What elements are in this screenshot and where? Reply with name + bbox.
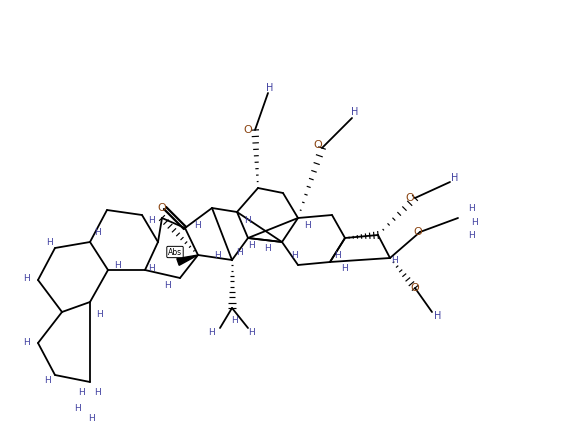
Text: H: H	[23, 274, 30, 283]
Text: H: H	[305, 221, 311, 230]
Text: H: H	[231, 316, 238, 324]
Text: H: H	[249, 240, 256, 250]
Text: H: H	[245, 215, 252, 224]
Text: H: H	[265, 243, 272, 252]
Text: H: H	[342, 263, 348, 272]
Text: H: H	[46, 238, 53, 247]
Text: H: H	[469, 231, 476, 239]
Text: H: H	[148, 215, 155, 224]
Polygon shape	[177, 255, 198, 265]
Text: H: H	[97, 310, 103, 319]
Text: H: H	[95, 227, 101, 236]
Text: H: H	[89, 413, 95, 422]
Text: H: H	[95, 388, 101, 396]
Text: H: H	[74, 404, 81, 413]
Text: H: H	[351, 107, 359, 117]
Text: H: H	[472, 218, 478, 227]
Text: H: H	[79, 388, 85, 396]
Text: H: H	[266, 83, 274, 93]
Text: H: H	[115, 260, 121, 270]
Text: O: O	[411, 283, 419, 293]
Text: H: H	[148, 263, 155, 272]
Text: O: O	[414, 227, 422, 237]
Text: O: O	[158, 203, 166, 213]
Text: H: H	[335, 251, 342, 259]
Text: O: O	[244, 125, 252, 135]
Text: H: H	[237, 247, 244, 256]
Text: H: H	[195, 221, 201, 230]
Text: H: H	[434, 311, 442, 321]
Text: O: O	[406, 193, 414, 203]
Text: H: H	[23, 337, 30, 347]
Text: H: H	[452, 173, 459, 183]
Text: H: H	[292, 251, 299, 259]
Text: H: H	[215, 251, 221, 259]
Text: O: O	[313, 140, 323, 150]
Text: H: H	[45, 376, 52, 384]
Text: H: H	[249, 328, 256, 336]
Text: H: H	[209, 328, 215, 336]
Text: Abs: Abs	[168, 247, 182, 256]
Text: H: H	[391, 255, 398, 264]
Text: H: H	[469, 203, 476, 213]
Text: H: H	[164, 280, 171, 290]
